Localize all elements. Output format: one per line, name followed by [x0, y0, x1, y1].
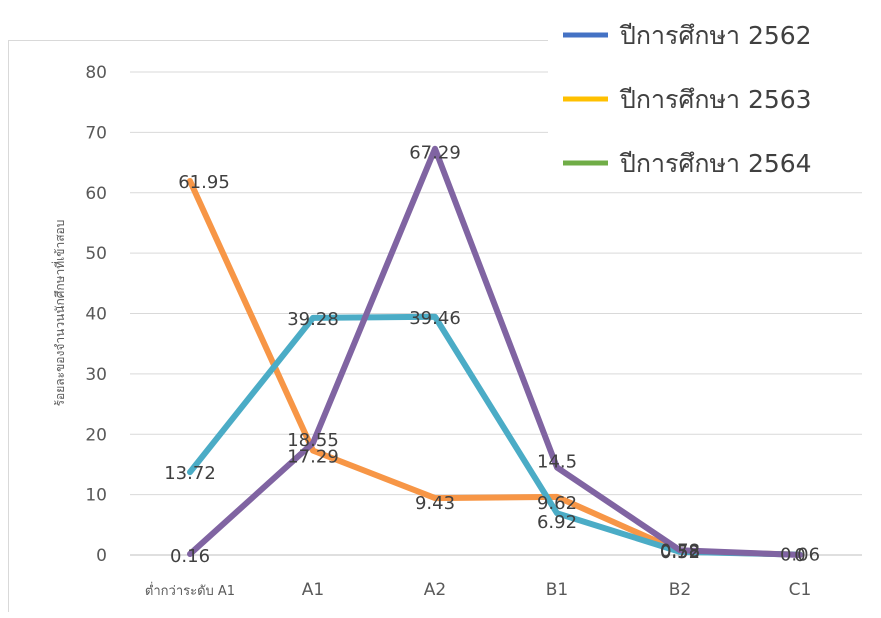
data-label: 14.5	[537, 451, 577, 472]
series-line-2	[187, 313, 803, 558]
y-tick-label: 20	[85, 425, 107, 445]
legend-entry: ปีการศึกษา 2562	[619, 21, 811, 50]
data-label: 0.58	[660, 541, 700, 562]
x-tick-label: C1	[789, 580, 812, 600]
data-label: 67.29	[409, 143, 461, 164]
data-label: 18.55	[287, 430, 339, 451]
y-tick-label: 60	[85, 184, 107, 204]
data-label: 0.78	[660, 540, 700, 561]
y-tick-label: 0	[96, 546, 107, 566]
y-tick-label: 50	[85, 244, 107, 264]
y-tick-label: 70	[85, 123, 107, 143]
legend-entry: ปีการศึกษา 2563	[619, 85, 811, 114]
series-lines	[187, 145, 803, 558]
data-label: 61.95	[178, 172, 230, 193]
series-line-3	[187, 145, 803, 558]
x-axis-ticks: ต่ำกว่าระดับ A1 A1 A2 B1 B2 C1	[145, 580, 811, 600]
data-label: 9.43	[415, 493, 455, 514]
y-axis-ticks: 0 10 20 30 40 50 60 70 80	[85, 63, 107, 566]
data-label: 13.72	[164, 463, 216, 484]
data-label: 17.29	[287, 447, 339, 468]
x-tick-label: ต่ำกว่าระดับ A1	[145, 582, 235, 599]
x-tick-label: A2	[424, 580, 446, 600]
y-tick-label: 80	[85, 63, 107, 83]
legend-box	[548, 0, 881, 188]
data-label: 0.52	[660, 542, 700, 563]
chart-frame	[8, 40, 878, 612]
data-label: 6.92	[537, 512, 577, 533]
y-tick-label: 30	[85, 365, 107, 385]
x-tick-label: B2	[669, 580, 691, 600]
y-tick-label: 10	[85, 486, 107, 506]
data-label: 0.06	[780, 545, 820, 566]
data-label: 0	[794, 545, 805, 566]
legend-entry: ปีการศึกษา 2564	[619, 149, 811, 178]
data-label: 39.46	[409, 308, 461, 329]
data-label: 9.62	[537, 493, 577, 514]
series-line-1	[187, 177, 803, 558]
y-tick-label: 40	[85, 305, 107, 325]
y-axis-label: ร้อยละของจำนวนนักศึกษาที่เข้าสอบ	[51, 220, 67, 407]
x-tick-label: A1	[302, 580, 324, 600]
data-label: 39.28	[287, 309, 339, 330]
legend: ปีการศึกษา 2562 ปีการศึกษา 2563 ปีการศึกษา…	[548, 0, 881, 188]
data-label: 0.16	[170, 546, 210, 567]
x-tick-label: B1	[546, 580, 568, 600]
